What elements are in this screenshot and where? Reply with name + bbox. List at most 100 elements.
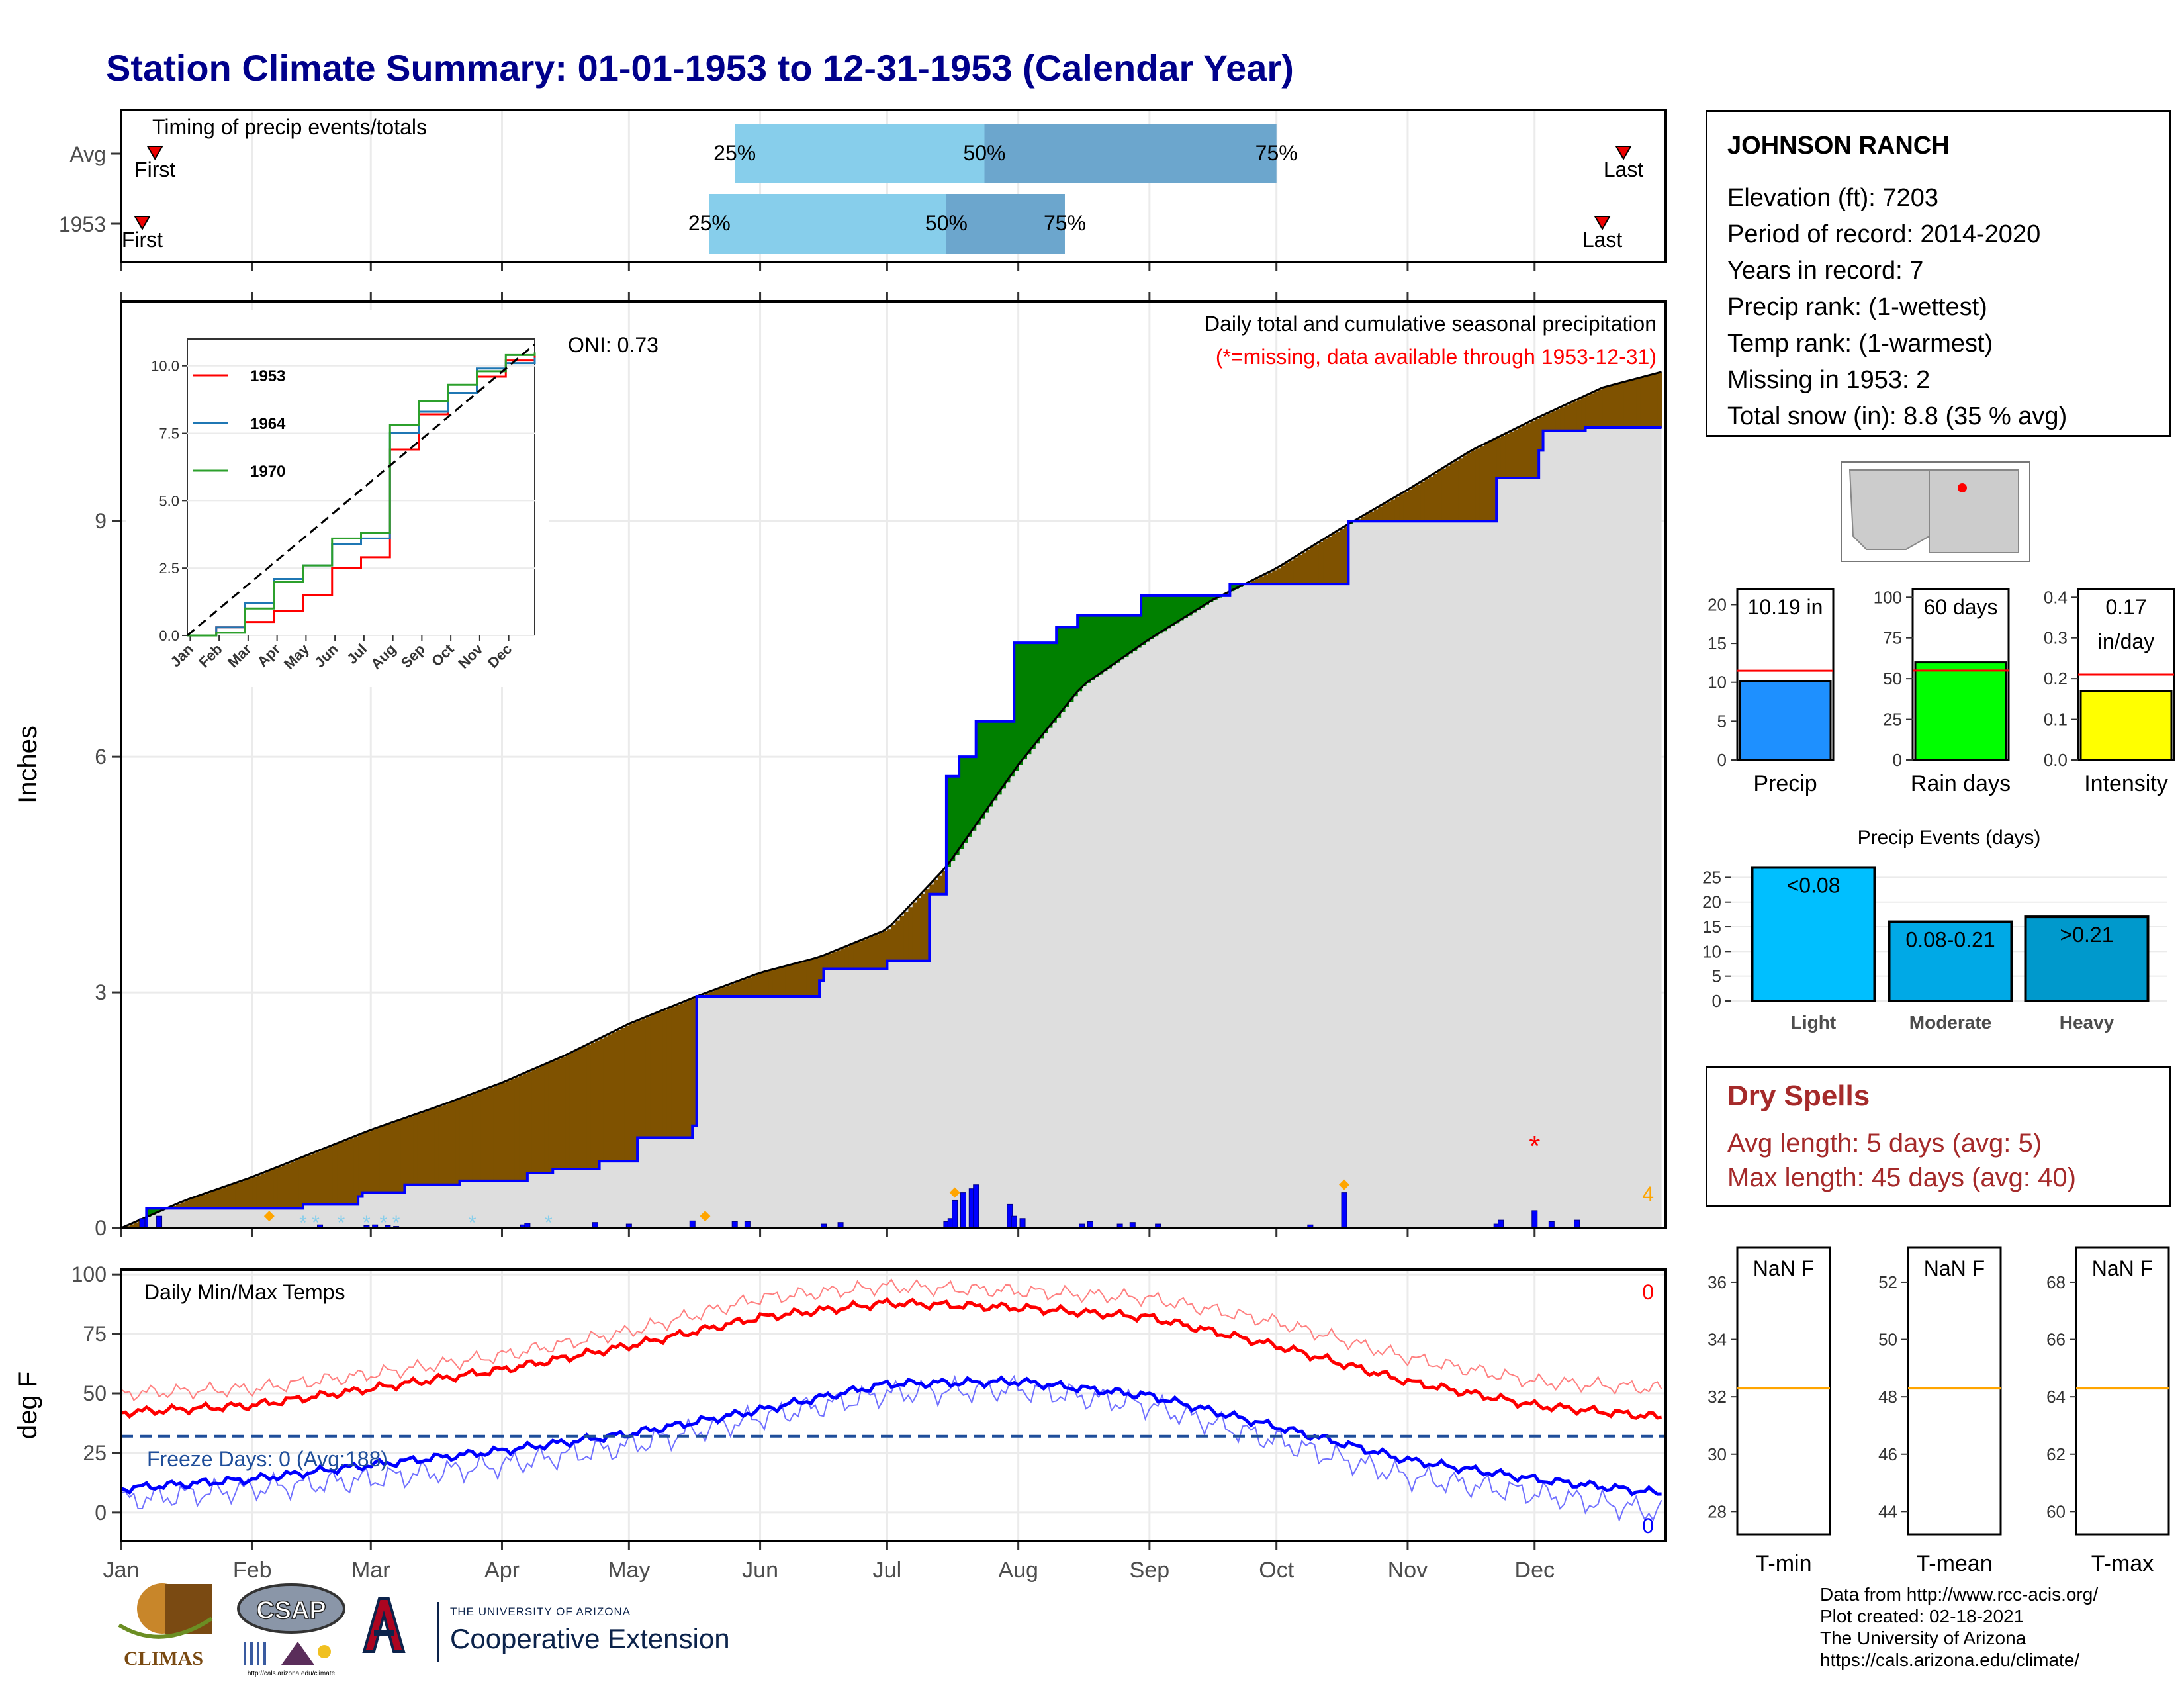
logo-divider [437, 1602, 439, 1662]
cum-below-avg-fill [189, 1199, 194, 1209]
cum-below-avg-fill [480, 1090, 486, 1181]
cum-above-avg-fill [1069, 627, 1074, 702]
cum-below-avg-fill [666, 1008, 672, 1138]
cum-above-avg-fill [1132, 615, 1138, 651]
cum-above-avg-fill [946, 776, 951, 867]
cum-below-avg-fill [417, 1113, 422, 1185]
events-bar-label: <0.08 [1787, 873, 1841, 897]
cum-below-avg-fill [891, 925, 896, 961]
cum-below-avg-fill [1433, 474, 1438, 522]
summary-bar [1914, 661, 2007, 761]
cum-below-avg-fill [1403, 492, 1408, 522]
cum-below-avg-fill [256, 1175, 261, 1209]
cum-below-avg-fill [193, 1197, 198, 1209]
cum-below-avg-fill [612, 1032, 617, 1162]
cum-below-avg-fill [760, 972, 765, 996]
cum-above-avg-fill [1005, 721, 1011, 783]
events-category-label: Moderate [1909, 1012, 1991, 1033]
credit-source: Data from http://www.rcc-acis.org/ [1820, 1584, 2099, 1605]
cum-below-avg-fill [832, 951, 837, 969]
cum-below-avg-fill [1475, 448, 1480, 522]
cum-above-avg-fill [1103, 615, 1108, 672]
freeze-days-label: Freeze Days: 0 (Avg:188) [147, 1447, 388, 1471]
cum-below-avg-fill [176, 1204, 181, 1209]
cum-below-avg-fill [396, 1121, 401, 1193]
temp-summary-frame [1736, 1246, 1831, 1536]
cum-below-avg-fill [942, 871, 947, 894]
temps-xtick-label: Mar [351, 1558, 390, 1583]
summary-bar [2079, 690, 2173, 761]
station-period: Period of record: 2014-2020 [1727, 220, 2041, 248]
cum-below-avg-fill [523, 1073, 528, 1181]
summary-ytick-label: 15 [1707, 633, 1727, 653]
cum-above-avg-fill [959, 757, 964, 849]
cum-below-avg-fill [197, 1196, 203, 1209]
cum-below-avg-fill [302, 1156, 308, 1205]
ua-logo-small-text: THE UNIVERSITY OF ARIZONA [450, 1605, 631, 1618]
cum-below-avg-fill [1572, 401, 1578, 431]
credit-org: The University of Arizona [1820, 1628, 2026, 1648]
timing-marker-label: First [134, 158, 175, 181]
cum-below-avg-fill [1378, 506, 1383, 522]
cum-below-avg-fill [1479, 446, 1484, 522]
cum-below-avg-fill [226, 1186, 232, 1209]
cum-above-avg-fill [976, 721, 981, 825]
cum-below-avg-fill [772, 969, 778, 996]
cum-above-avg-fill [1009, 721, 1015, 777]
cum-below-avg-fill [261, 1173, 266, 1209]
cum-below-avg-fill [510, 1078, 516, 1181]
station-temp-rank: Temp rank: (1-warmest) [1727, 330, 1993, 357]
precip-events-chart: Precip Events (days) 0 5 10 15 20 25 <0.08 Light… [1702, 827, 2167, 1033]
cum-below-avg-fill [290, 1162, 295, 1209]
cum-below-avg-fill [815, 958, 820, 996]
cum-below-avg-fill [1505, 434, 1510, 478]
cum-below-avg-fill [848, 945, 854, 969]
cum-ytick-label: 9 [95, 509, 107, 533]
cum-year-line [121, 426, 1662, 1229]
events-ytick-label: 20 [1702, 892, 1721, 912]
snow-marker: * [299, 1212, 307, 1234]
cum-below-avg-fill [404, 1117, 410, 1185]
cum-below-avg-fill [1594, 391, 1599, 428]
cum-above-avg-fill [1115, 615, 1120, 663]
summary-ytick-label: 5 [1717, 711, 1727, 731]
timing-border [120, 109, 1667, 263]
cum-below-avg-fill [561, 1056, 567, 1170]
cum-below-avg-fill [400, 1119, 406, 1193]
cum-below-avg-fill [553, 1060, 558, 1170]
cum-below-avg-fill [502, 1082, 507, 1181]
summary-ytick-label: 75 [1883, 628, 1902, 648]
temps-xtick-label: Sep [1130, 1558, 1170, 1583]
cum-below-avg-fill [252, 1176, 257, 1209]
events-bar [2024, 915, 2150, 1003]
snow-marker: * [363, 1212, 371, 1234]
cum-above-avg-fill [1035, 643, 1040, 744]
summary-panel-name: Intensity [2084, 771, 2168, 796]
cum-below-avg-fill [1382, 504, 1387, 522]
timing-bar-50-75 [984, 124, 1277, 183]
cum-below-avg-fill [472, 1094, 477, 1181]
cum-below-avg-fill [231, 1184, 236, 1209]
daily-precip-bar [156, 1215, 163, 1229]
cum-above-avg-fill [980, 721, 985, 819]
cum-below-avg-fill [269, 1170, 274, 1209]
cum-below-avg-fill [1420, 481, 1426, 522]
cum-below-avg-fill [921, 893, 926, 961]
cum-below-avg-fill [1568, 403, 1573, 431]
cum-below-avg-fill [751, 976, 756, 996]
cum-below-avg-fill [451, 1101, 456, 1185]
cum-below-avg-fill [438, 1106, 443, 1185]
cum-above-avg-fill [1196, 595, 1201, 610]
cum-below-avg-fill [1276, 568, 1281, 585]
cum-above-avg-fill [1044, 643, 1048, 733]
cum-above-avg-fill [1077, 615, 1083, 692]
cum-below-avg-fill [442, 1104, 447, 1185]
cum-below-avg-fill [379, 1127, 385, 1193]
temps-ytick-label: 50 [83, 1382, 107, 1405]
temps-obs-min-line [120, 1374, 1662, 1523]
cum-below-avg-fill [1263, 574, 1269, 585]
location-map [1841, 461, 2030, 562]
temp-summary-ytick-label: 52 [1878, 1272, 1897, 1292]
temp-summary-ytick-label: 50 [1878, 1330, 1897, 1350]
cum-below-avg-fill [1306, 549, 1311, 585]
